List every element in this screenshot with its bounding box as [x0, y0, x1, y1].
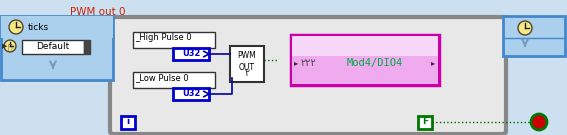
Bar	[292, 56, 438, 84]
Bar	[230, 46, 264, 82]
Text: _Low Pulse 0: _Low Pulse 0	[135, 73, 189, 82]
Bar	[292, 36, 438, 56]
Bar	[22, 40, 84, 54]
Circle shape	[4, 40, 16, 52]
Text: U32: U32	[182, 49, 200, 58]
Text: F: F	[422, 117, 428, 126]
Text: ٢: ٢	[244, 68, 249, 78]
Bar	[418, 116, 432, 129]
Bar	[121, 116, 135, 129]
Bar	[133, 32, 215, 48]
Circle shape	[9, 20, 23, 34]
Text: U32: U32	[182, 89, 200, 98]
Text: i: i	[126, 117, 130, 126]
Text: ⏱: ⏱	[8, 43, 12, 52]
Bar	[1, 16, 113, 38]
Bar	[291, 35, 439, 85]
Circle shape	[531, 114, 547, 130]
Text: Default: Default	[36, 42, 70, 51]
Text: ▶: ▶	[2, 43, 7, 49]
Text: PWM out 0: PWM out 0	[70, 7, 126, 17]
Text: ٢٢٢: ٢٢٢	[301, 58, 317, 68]
Bar	[84, 40, 90, 54]
Text: ticks: ticks	[28, 23, 49, 32]
Text: ▸: ▸	[294, 58, 298, 68]
Text: Mod4/DIO4: Mod4/DIO4	[347, 58, 403, 68]
Text: _High Pulse 0: _High Pulse 0	[135, 33, 192, 42]
Bar	[173, 88, 209, 100]
Bar	[133, 72, 215, 88]
Text: ▸: ▸	[431, 58, 435, 68]
Bar	[503, 16, 565, 56]
Circle shape	[518, 21, 532, 35]
Text: PWM
OUT: PWM OUT	[238, 51, 256, 72]
Bar	[1, 16, 113, 80]
FancyBboxPatch shape	[110, 17, 506, 134]
Bar	[173, 48, 209, 60]
